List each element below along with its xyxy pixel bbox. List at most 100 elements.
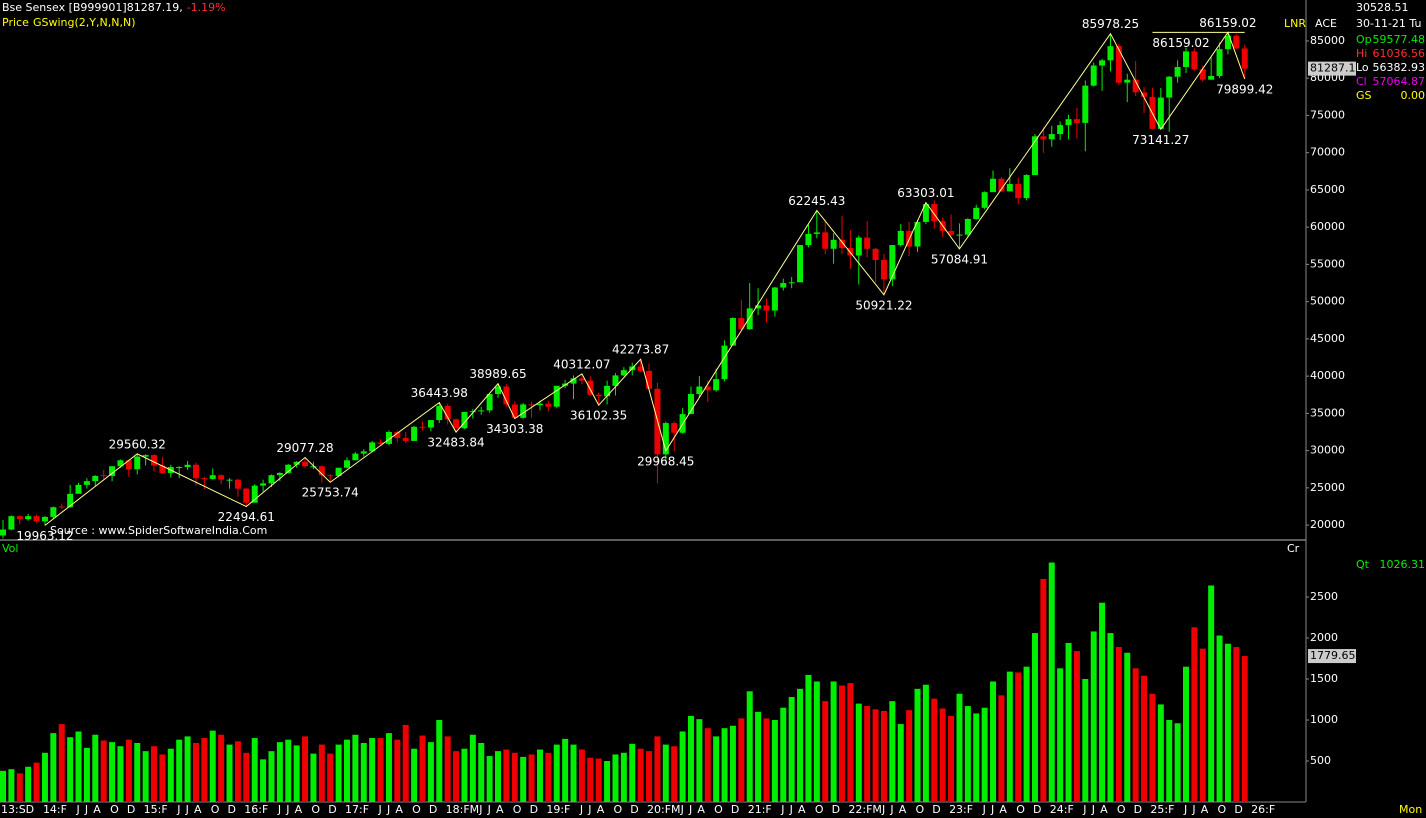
candle-body <box>444 405 451 420</box>
x-tick-label: D <box>630 803 638 816</box>
volume-bar <box>713 736 720 802</box>
candle-body <box>570 378 577 384</box>
volume-bar <box>461 748 468 802</box>
volume-bar <box>956 693 963 802</box>
volume-bar <box>897 724 904 802</box>
volume-bar <box>260 759 267 802</box>
x-tick-label: D <box>328 803 336 816</box>
candle-body <box>553 385 560 407</box>
x-tick-label: 15:F <box>144 803 168 816</box>
x-tick-label: A <box>496 803 504 816</box>
volume-bar <box>385 733 392 802</box>
volume-bar <box>1065 642 1072 802</box>
x-tick-label: A <box>1201 803 1209 816</box>
volume-bar <box>1149 693 1156 802</box>
candle-body <box>830 239 837 249</box>
candle-body <box>109 466 116 476</box>
candle-body <box>763 305 770 311</box>
candle-body <box>33 516 40 522</box>
candle-body <box>503 386 510 405</box>
x-tick-label: J <box>84 803 88 816</box>
candle-body <box>41 516 48 522</box>
candle-body <box>67 493 74 508</box>
volume-bar <box>134 742 141 802</box>
x-tick-label: O <box>412 803 421 816</box>
volume-bar <box>25 766 32 802</box>
candle-body <box>545 403 552 407</box>
swing-label: 79899.42 <box>1216 82 1273 96</box>
volume-bar <box>578 749 585 802</box>
x-tick-label: 25:F <box>1150 803 1174 816</box>
volume-bar <box>562 738 569 802</box>
x-tick-label: J <box>688 803 692 816</box>
candle-body <box>1182 51 1189 68</box>
x-tick-label: 20:FM <box>647 803 681 816</box>
swing-label: 25753.74 <box>302 486 359 500</box>
volume-bar <box>251 738 258 802</box>
candle-body <box>469 411 476 413</box>
candle-body <box>402 437 409 441</box>
volume-bar <box>1132 668 1139 802</box>
volume-tick-label: 1500 <box>1310 672 1338 685</box>
volume-bar <box>478 742 485 802</box>
indicator-name: Price <box>2 16 29 29</box>
candle-body <box>713 379 720 391</box>
volume-bar <box>1082 678 1089 802</box>
candle-body <box>1115 46 1122 83</box>
candle-body <box>1006 183 1013 192</box>
swing-label: 29077.28 <box>276 441 333 455</box>
volume-bar <box>100 740 107 802</box>
volume-bar <box>545 752 552 802</box>
volume-bar <box>360 742 367 802</box>
x-tick-label: O <box>613 803 622 816</box>
swing-label: 29968.45 <box>637 454 694 468</box>
volume-bar <box>411 748 418 802</box>
x-tick-label: J <box>881 803 885 816</box>
x-tick-label: J <box>277 803 281 816</box>
candle-body <box>914 221 921 247</box>
volume-bar <box>973 713 980 802</box>
candle-body <box>662 423 669 455</box>
volume-bar <box>125 739 132 802</box>
swing-label: 57084.91 <box>931 252 988 266</box>
x-tick-label: J <box>76 803 80 816</box>
volume-bar <box>654 736 661 802</box>
volume-bar <box>293 745 300 802</box>
candle-body <box>1141 92 1148 97</box>
x-tick-label: 24:F <box>1050 803 1074 816</box>
volume-bar <box>839 685 845 802</box>
volume-bar <box>377 738 384 802</box>
candle-body <box>201 478 208 480</box>
volume-bar <box>729 725 736 802</box>
volume-bar <box>192 742 199 802</box>
swing-line <box>44 31 1246 526</box>
candle-body <box>419 426 426 428</box>
volume-bar <box>604 760 611 802</box>
candle-body <box>1241 48 1248 69</box>
candle-body <box>461 411 468 429</box>
symbol: Bse Sensex [B999901] <box>2 1 127 14</box>
volume-bar <box>1182 666 1189 802</box>
volume-bar <box>159 754 166 802</box>
volume-bar <box>1208 585 1215 802</box>
volume-marker: 1779.65 <box>1310 649 1356 662</box>
candle-body <box>1057 125 1064 135</box>
volume-tick-label: 2000 <box>1310 631 1338 644</box>
volume-bar <box>343 739 350 802</box>
volume-marker-bg <box>1308 649 1356 664</box>
volume-bar <box>1157 704 1164 802</box>
info-label: Cl <box>1356 75 1367 88</box>
x-tick-label: J <box>789 803 793 816</box>
volume-bar <box>864 706 871 802</box>
volume-bar <box>184 736 191 802</box>
volume-bar <box>41 752 48 802</box>
volume-bar <box>1031 633 1038 802</box>
volume-bar <box>755 711 762 802</box>
period: Mon <box>1399 803 1422 816</box>
volume-bar <box>687 715 694 802</box>
candle-body <box>327 475 334 477</box>
y-tick-label: 20000 <box>1310 518 1345 531</box>
x-tick-label: 21:F <box>748 803 772 816</box>
candle-body <box>511 404 518 418</box>
